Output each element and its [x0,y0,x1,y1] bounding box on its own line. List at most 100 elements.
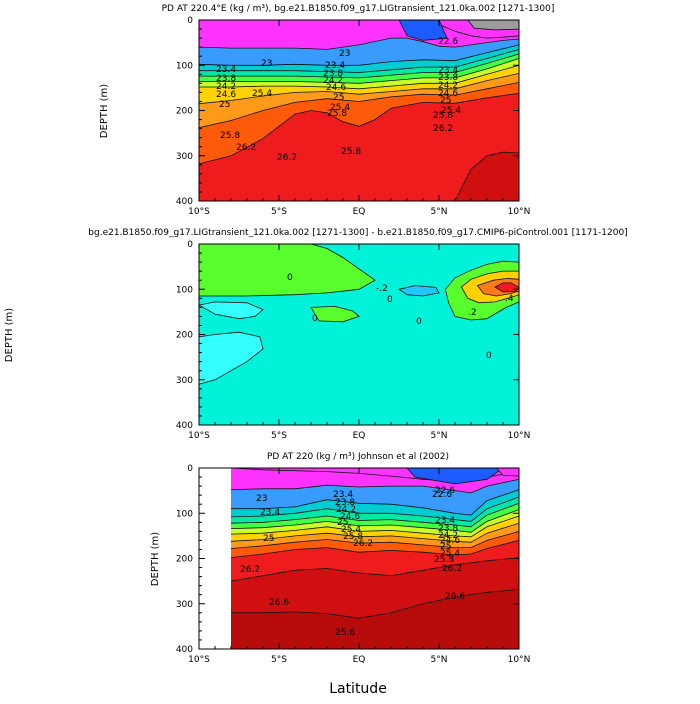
p2-ytick-label: 300 [176,376,193,386]
p2-anomaly-region-7 [199,331,264,385]
p2-ytick-label: 0 [187,240,193,250]
p2-contour-label: .4 [505,294,514,304]
p3-contour-25 [231,515,519,538]
p3-contour-label: 23.8 [438,524,458,534]
p3-contour-label: 25 [440,542,451,552]
p2-contour-label: 0 [486,351,492,361]
panel-3-title: PD AT 220 (kg / m³) Johnson et al (2002) [267,452,449,462]
p3-contour-label: 26.2 [353,539,373,549]
p2-anomaly-region-8 [199,301,264,320]
p2-ytick-label: 100 [176,285,193,295]
panel-1-plot: 10°S 5°S EQ 5°N 10°N0100200300400232323.423.… [176,16,531,217]
p3-ytick-label: 0 [187,464,193,474]
p2-xtick-label: 10°N [508,431,531,441]
p1-contour-label: 25.4 [441,106,461,116]
p3-contour-26-2 [231,540,519,558]
p3-contour-label: 24.2 [336,505,356,515]
p2-contour-label: 0 [287,273,293,283]
p3-contour-label: 26.6 [269,598,289,608]
p1-contour-26-2 [199,92,519,165]
p1-contour-label: 25.8 [220,131,240,141]
p1-contour-label: 25.8 [341,147,361,157]
p1-contour-label: 23 [339,49,350,59]
p2-anomaly-region-0 [199,244,376,297]
p1-contour-label: 23.4 [438,66,458,76]
p1-xtick-label: 10°N [508,207,531,217]
panel-2-title: bg.e21.B1850.f09_g17.LIGtransient_121.0k… [88,228,627,238]
p3-contour-24-6 [231,509,519,533]
p2-xtick-label: 5°N [431,431,448,441]
p2-contour-label: -.2 [376,284,388,294]
p1-contour-24-2 [199,53,519,79]
p2-contour-label: 0 [312,314,318,324]
p3-xtick-label: EQ [353,655,366,665]
p1-contour-label: 25.8 [433,111,453,121]
p3-contour-label: 22.6 [432,490,452,500]
p3-contour-label: 23.4 [260,508,280,518]
p2-anomaly-region-6 [398,285,440,297]
panel-3-plot: 10°S 5°S EQ 5°N 10°N010020030040022.62323.42… [176,464,531,665]
p1-ytick-label: 100 [176,61,193,71]
p1-contour-label: 25.4 [330,103,350,113]
p1-contour-23-8 [199,49,519,73]
p1-contour-23-4 [199,44,519,66]
p3-contour-label: 26.2 [442,564,462,574]
p3-contour-label: 26.6 [445,592,465,602]
p3-contour-label: 23.8 [335,498,355,508]
p3-contour-label: 24.6 [340,512,360,522]
p1-contour-label: 25.8 [327,109,347,119]
p1-xtick-label: EQ [353,207,366,217]
p1-isopycnal-fill-26-2 [199,93,519,201]
p1-contour-24-6 [199,58,519,84]
p2-xtick-label: EQ [353,431,366,441]
p1-contour-label: 23.4 [325,61,345,71]
p1-contour-25-4 [199,73,519,105]
p1-contour-label: 24.6 [438,89,458,99]
p3-contour-23 [231,478,519,494]
p1-ytick-label: 0 [187,16,193,26]
p3-contour-label: 22.6 [435,486,455,496]
p1-deep-blue-patch [398,20,448,41]
p1-contour-label: 25 [333,93,344,103]
p1-contour-label: 25.4 [252,89,272,99]
p3-contour-label: 24.6 [440,536,460,546]
p1-contour-label: 26.2 [236,143,256,153]
p3-xtick-label: 10°N [508,655,531,665]
p1-contour-23 [199,37,519,50]
p3-contour-label: 25.4 [440,549,460,559]
p3-contour-25-4 [231,522,519,543]
p2-contour-label: .2 [468,308,477,318]
p3-contour-label: 23.4 [435,516,455,526]
p1-light-water-patch [467,20,519,31]
p1-ytick-label: 400 [176,197,193,207]
p1-ytick-label: 300 [176,152,193,162]
p3-contour-26-8 [231,588,519,619]
p1-contour-label: 24.2 [323,76,343,86]
panel-1-ylabel: DEPTH (m) [99,84,110,138]
p2-contour-label: 0 [416,317,422,327]
p3-contour-label: 25.8 [434,555,454,565]
p1-contour-label: 23.8 [323,69,343,79]
p1-contour-label: 23 [261,59,272,69]
p3-contour-label: 25.8 [335,628,355,638]
p1-xtick-label: 5°S [271,207,287,217]
p1-contour-26-6 [454,151,519,201]
p1-isopycnal-fill-26-6 [455,152,519,201]
p3-contour-26-6 [231,557,519,582]
p3-ytick-label: 300 [176,600,193,610]
p1-xtick-label: 10°S [188,207,210,217]
panel-2-plot: 10°S 5°S EQ 5°N 10°N01002003004000-.200.2.40… [176,240,531,441]
p1-contour-label: 25 [440,96,451,106]
p2-xtick-label: 10°S [188,431,210,441]
p3-contour-24-2 [231,502,519,528]
p3-contour-label: 26.2 [240,565,260,575]
p3-magenta-patch [496,468,519,477]
p3-deep-blue-patch [406,468,504,485]
p3-contour-23-8 [231,496,519,522]
p3-contour-label: 25 [337,518,348,528]
p1-xtick-label: 5°N [431,207,448,217]
p1-contour-label: 22.6 [438,37,458,47]
p2-contour-label: 0 [387,295,393,305]
p3-ytick-label: 200 [176,555,193,565]
